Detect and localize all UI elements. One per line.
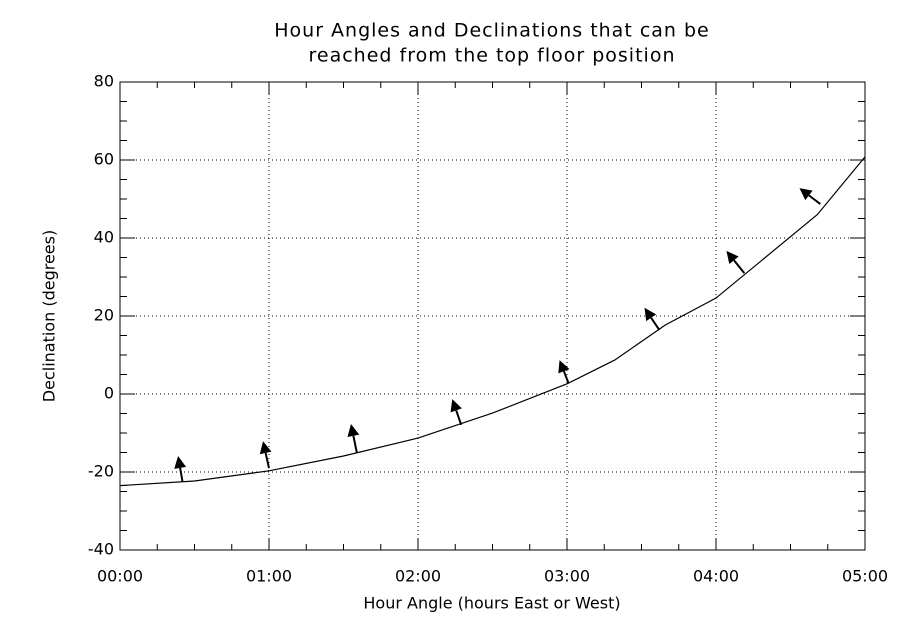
arrow bbox=[644, 307, 661, 331]
arrow bbox=[558, 360, 570, 384]
arrow-part bbox=[347, 424, 360, 437]
x-tick-label: 03:00 bbox=[544, 567, 590, 586]
y-tick-label: 60 bbox=[94, 150, 114, 169]
arrow bbox=[799, 188, 821, 205]
y-tick-label: 20 bbox=[94, 306, 114, 325]
arrow-part bbox=[352, 435, 358, 454]
x-tick-label: 00:00 bbox=[97, 567, 143, 586]
arrow-part bbox=[650, 317, 661, 331]
x-tick-label: 05:00 bbox=[842, 567, 888, 586]
y-tick-label: 40 bbox=[94, 228, 114, 247]
y-tick-label: 0 bbox=[104, 384, 114, 403]
arrow bbox=[347, 424, 360, 454]
arrow-part bbox=[562, 370, 570, 384]
arrow-part bbox=[644, 307, 657, 322]
chart-title: reached from the top floor position bbox=[309, 45, 676, 67]
x-tick-label: 02:00 bbox=[395, 567, 441, 586]
y-tick-label: -20 bbox=[88, 462, 114, 481]
arrow-part bbox=[259, 441, 272, 455]
arrow-part bbox=[558, 360, 570, 374]
arrow-part bbox=[455, 410, 463, 426]
arrow bbox=[259, 441, 272, 469]
arrow bbox=[174, 456, 187, 483]
x-tick-label: 04:00 bbox=[693, 567, 739, 586]
arrow bbox=[450, 399, 463, 426]
x-axis-label: Hour Angle (hours East or West) bbox=[363, 594, 620, 613]
arrow-part bbox=[450, 399, 462, 413]
arrow bbox=[726, 250, 746, 274]
arrow-part bbox=[264, 452, 270, 469]
arrow-part bbox=[808, 194, 821, 205]
y-tick-label: 80 bbox=[94, 72, 114, 91]
plot-frame bbox=[119, 81, 866, 551]
arrow-part bbox=[179, 467, 184, 483]
data-line bbox=[119, 156, 866, 487]
y-axis-label: Declination (degrees) bbox=[40, 230, 59, 402]
arrow-part bbox=[799, 188, 813, 201]
arrow-part bbox=[174, 456, 187, 469]
x-tick-label: 01:00 bbox=[246, 567, 292, 586]
arrow-part bbox=[726, 250, 739, 264]
arrow-part bbox=[733, 259, 746, 274]
chart-title: Hour Angles and Declinations that can be bbox=[274, 20, 709, 42]
y-tick-label: -40 bbox=[88, 540, 114, 559]
